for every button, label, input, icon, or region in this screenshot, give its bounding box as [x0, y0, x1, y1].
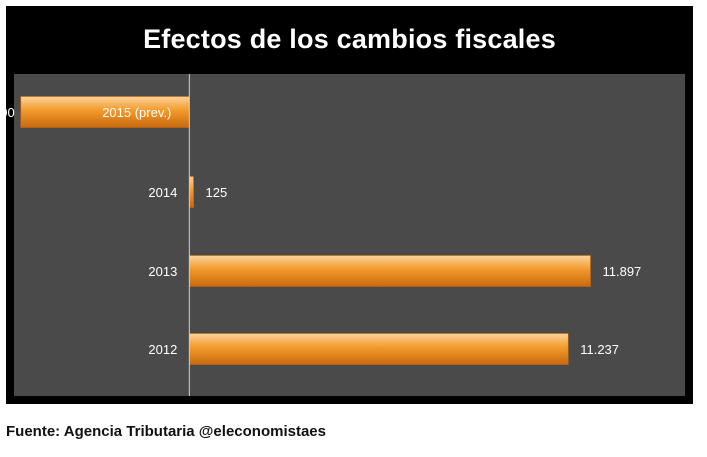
- chart-title: Efectos de los cambios fiscales: [143, 24, 556, 54]
- source-note: Fuente: Agencia Tributaria @eleconomista…: [6, 423, 326, 440]
- bar-2015: [20, 96, 190, 128]
- value-label: 125: [206, 185, 228, 200]
- category-label: 2014: [148, 185, 177, 200]
- category-label: 2012: [148, 342, 177, 357]
- bar-2013: [189, 255, 591, 287]
- category-label: 2015 (prev.): [102, 105, 171, 120]
- value-label: -5.000: [6, 105, 15, 120]
- bar-2014: [189, 176, 194, 208]
- chart-frame: Efectos de los cambios fiscales 2015 (pr…: [6, 6, 693, 404]
- value-label: 11.897: [602, 264, 641, 279]
- category-label: 2013: [148, 264, 177, 279]
- value-label: 11.237: [580, 342, 619, 357]
- bar-2012: [189, 333, 569, 365]
- bar-chart: 2015 (prev.) -5.000 2014 125 2013 11.897 2012 1…: [6, 74, 685, 396]
